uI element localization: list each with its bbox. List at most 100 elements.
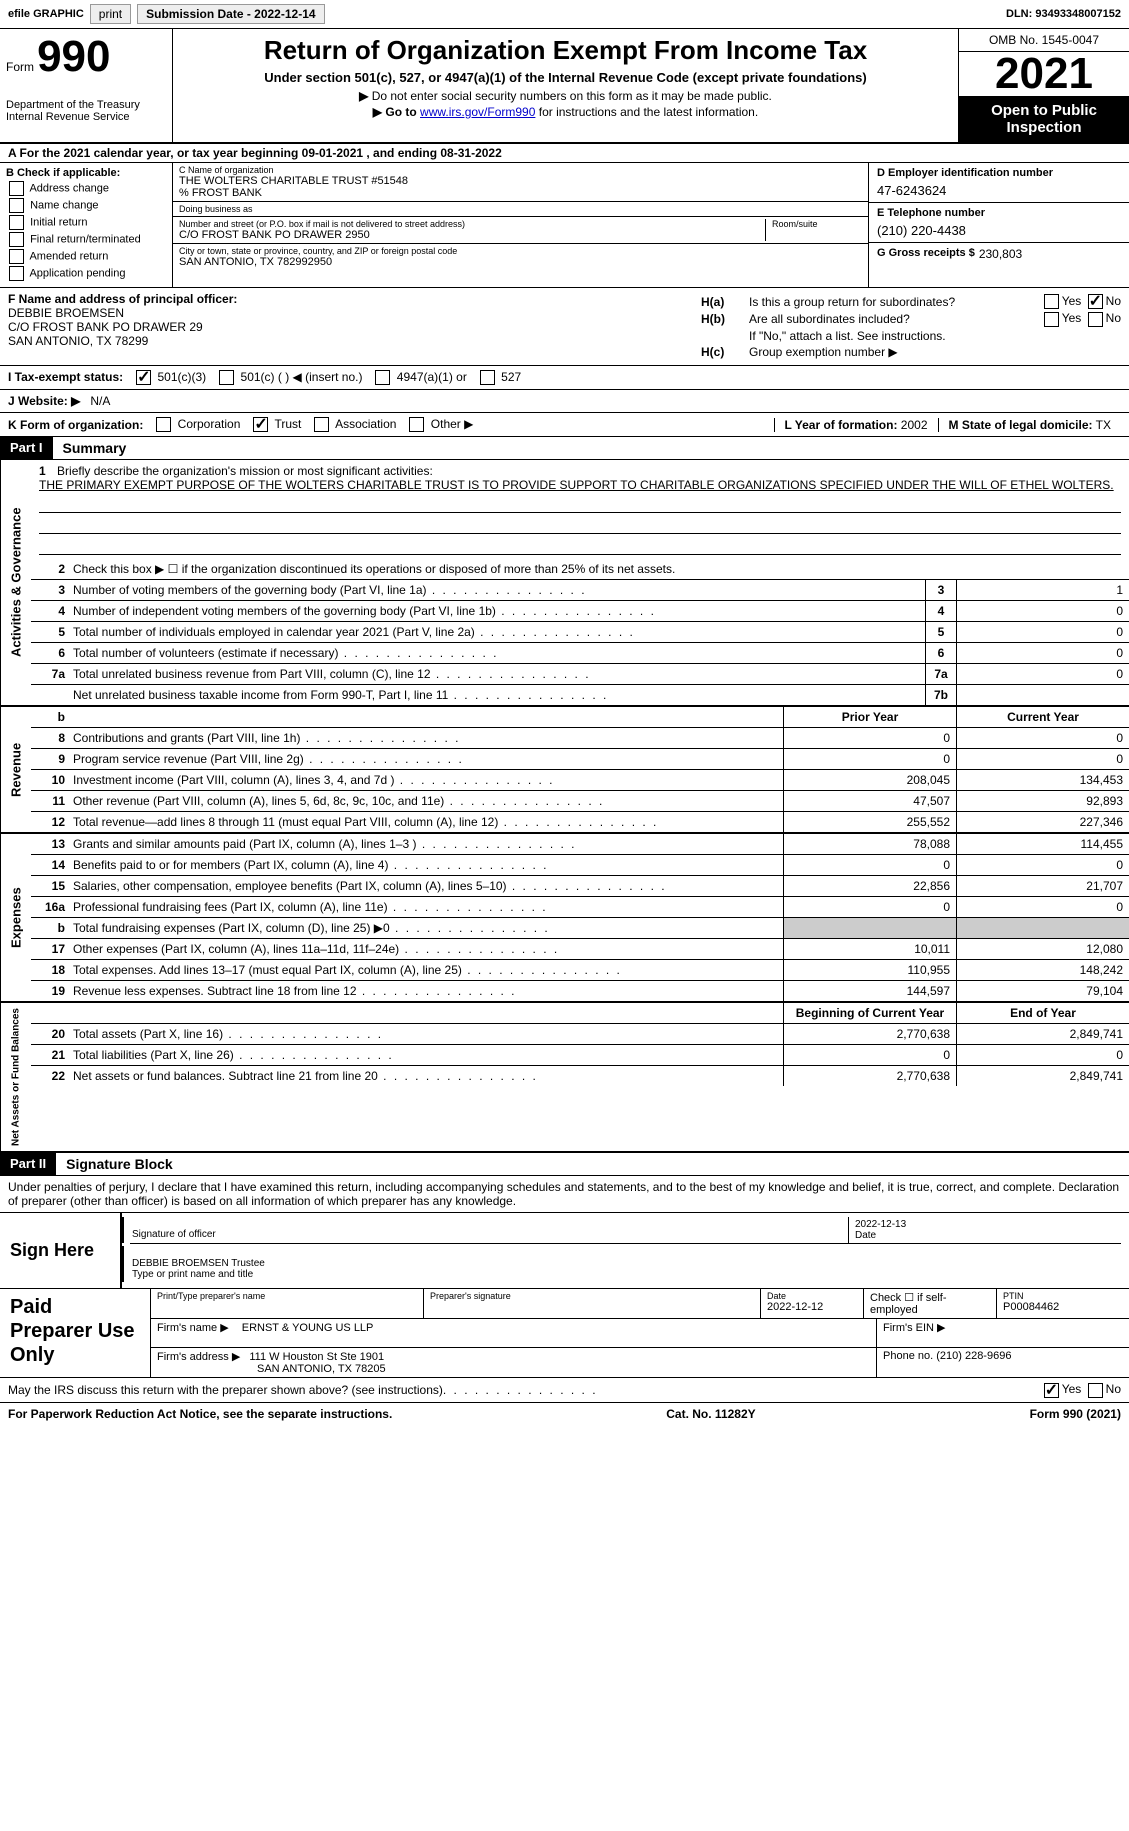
col-b-checkboxes: B Check if applicable: Address change Na… xyxy=(0,163,173,287)
sig-declaration: Under penalties of perjury, I declare th… xyxy=(0,1176,1129,1212)
department-text: Department of the Treasury Internal Reve… xyxy=(6,99,166,123)
irs-link[interactable]: www.irs.gov/Form990 xyxy=(420,105,535,119)
prep-ptin: PTIN P00084462 xyxy=(997,1289,1129,1318)
footer-discuss: May the IRS discuss this return with the… xyxy=(0,1378,1129,1401)
row-a-period: A For the 2021 calendar year, or tax yea… xyxy=(0,144,1129,162)
check-application[interactable]: Application pending xyxy=(6,266,166,281)
part-2-header: Part II Signature Block xyxy=(0,1153,1129,1176)
col-h-group: H(a) Is this a group return for subordin… xyxy=(693,288,1129,365)
check-trust[interactable] xyxy=(253,417,268,432)
row-j-website: J Website: ▶ N/A xyxy=(0,390,1129,413)
table-row: 14 Benefits paid to or for members (Part… xyxy=(31,855,1129,876)
form-title: Return of Organization Exempt From Incom… xyxy=(183,35,948,66)
table-row: 11 Other revenue (Part VIII, column (A),… xyxy=(31,791,1129,812)
tax-year: 2021 xyxy=(959,52,1129,96)
officer-signature[interactable]: Signature of officer xyxy=(122,1217,848,1243)
summary-line: 3 Number of voting members of the govern… xyxy=(31,580,1129,601)
form-note-2: ▶ Go to www.irs.gov/Form990 for instruct… xyxy=(183,105,948,119)
table-row: 18 Total expenses. Add lines 13–17 (must… xyxy=(31,960,1129,981)
form-prefix: Form xyxy=(6,60,34,74)
form-990-container: efile GRAPHIC print Submission Date - 20… xyxy=(0,0,1129,1425)
prep-self-employed[interactable]: Check ☐ if self-employed xyxy=(864,1289,997,1318)
website-value: N/A xyxy=(90,394,110,408)
firm-ein: Firm's EIN ▶ xyxy=(877,1319,1129,1347)
table-row: 8 Contributions and grants (Part VIII, l… xyxy=(31,728,1129,749)
netassets-side-label: Net Assets or Fund Balances xyxy=(0,1003,31,1151)
check-501c[interactable] xyxy=(219,370,234,385)
prep-signature[interactable]: Preparer's signature xyxy=(424,1289,761,1318)
officer-name-title: DEBBIE BROEMSEN Trustee Type or print na… xyxy=(122,1246,1121,1282)
table-row: 12 Total revenue—add lines 8 through 11 … xyxy=(31,812,1129,832)
gross-receipts: 230,803 xyxy=(979,247,1022,261)
prep-print-name: Print/Type preparer's name xyxy=(151,1289,424,1318)
col-f-officer: F Name and address of principal officer:… xyxy=(0,288,693,365)
form-header: Form 990 Department of the Treasury Inte… xyxy=(0,29,1129,144)
table-row: 9 Program service revenue (Part VIII, li… xyxy=(31,749,1129,770)
table-row: 10 Investment income (Part VIII, column … xyxy=(31,770,1129,791)
part-1-header: Part I Summary xyxy=(0,437,1129,460)
summary-line: Net unrelated business taxable income fr… xyxy=(31,685,1129,705)
inspection-box: Open to Public Inspection xyxy=(959,96,1129,142)
city-state-zip: SAN ANTONIO, TX 782992950 xyxy=(179,256,862,268)
dln-label: DLN: 93493348007152 xyxy=(1006,8,1121,20)
ein-value: 47-6243624 xyxy=(877,183,1121,198)
table-row: 19 Revenue less expenses. Subtract line … xyxy=(31,981,1129,1001)
year-formation: L Year of formation: 2002 xyxy=(774,418,938,432)
table-row: b Total fundraising expenses (Part IX, c… xyxy=(31,918,1129,939)
summary-line: 7a Total unrelated business revenue from… xyxy=(31,664,1129,685)
ha-checks: Yes No xyxy=(1041,294,1121,309)
top-bar: efile GRAPHIC print Submission Date - 20… xyxy=(0,0,1129,29)
table-row: 13 Grants and similar amounts paid (Part… xyxy=(31,834,1129,855)
section-bcd: B Check if applicable: Address change Na… xyxy=(0,162,1129,288)
footer-bottom: For Paperwork Reduction Act Notice, see … xyxy=(0,1402,1129,1425)
revenue-section: Revenue b Prior Year Current Year 8 Cont… xyxy=(0,707,1129,834)
summary-line: 5 Total number of individuals employed i… xyxy=(31,622,1129,643)
check-address-change[interactable]: Address change xyxy=(6,181,166,196)
sign-here-label: Sign Here xyxy=(0,1213,120,1288)
efile-label: efile GRAPHIC xyxy=(8,8,84,20)
check-amended[interactable]: Amended return xyxy=(6,249,166,264)
col-c-org-info: C Name of organization THE WOLTERS CHARI… xyxy=(173,163,868,287)
summary-line: 4 Number of independent voting members o… xyxy=(31,601,1129,622)
table-row: 20 Total assets (Part X, line 16) 2,770,… xyxy=(31,1024,1129,1045)
check-527[interactable] xyxy=(480,370,495,385)
expenses-side-label: Expenses xyxy=(0,834,31,1001)
officer-name: DEBBIE BROEMSEN xyxy=(8,306,685,320)
org-name: THE WOLTERS CHARITABLE TRUST #51548 xyxy=(179,175,862,187)
table-row: 22 Net assets or fund balances. Subtract… xyxy=(31,1066,1129,1086)
mission-block: 1 Briefly describe the organization's mi… xyxy=(31,460,1129,559)
check-name-change[interactable]: Name change xyxy=(6,198,166,213)
print-button[interactable]: print xyxy=(90,4,131,24)
table-row: 16a Professional fundraising fees (Part … xyxy=(31,897,1129,918)
netassets-section: Net Assets or Fund Balances Beginning of… xyxy=(0,1003,1129,1153)
street-address: C/O FROST BANK PO DRAWER 2950 xyxy=(179,229,759,241)
signature-section: Under penalties of perjury, I declare th… xyxy=(0,1176,1129,1289)
form-number: 990 xyxy=(37,32,110,81)
check-final-return[interactable]: Final return/terminated xyxy=(6,232,166,247)
form-subtitle: Under section 501(c), 527, or 4947(a)(1)… xyxy=(183,70,948,85)
discuss-yes-check[interactable] xyxy=(1044,1383,1059,1398)
col-d-ein: D Employer identification number 47-6243… xyxy=(868,163,1129,287)
row-i-status: I Tax-exempt status: 501(c)(3) 501(c) ( … xyxy=(0,366,1129,390)
firm-name: Firm's name ▶ ERNST & YOUNG US LLP xyxy=(151,1319,877,1347)
table-row: 21 Total liabilities (Part X, line 26) 0… xyxy=(31,1045,1129,1066)
prep-date: Date 2022-12-12 xyxy=(761,1289,864,1318)
discuss-no-check[interactable] xyxy=(1088,1383,1103,1398)
preparer-section: Paid Preparer Use Only Print/Type prepar… xyxy=(0,1289,1129,1378)
ha-no-check[interactable] xyxy=(1088,294,1103,309)
check-501c3[interactable] xyxy=(136,370,151,385)
sig-date: 2022-12-13 Date xyxy=(848,1217,1121,1243)
firm-phone: Phone no. (210) 228-9696 xyxy=(877,1348,1129,1377)
hb-checks: Yes No xyxy=(1041,311,1121,326)
check-initial-return[interactable]: Initial return xyxy=(6,215,166,230)
table-row: 15 Salaries, other compensation, employe… xyxy=(31,876,1129,897)
ha-yes-check[interactable] xyxy=(1044,294,1059,309)
hb-yes-check[interactable] xyxy=(1044,312,1059,327)
header-left: Form 990 Department of the Treasury Inte… xyxy=(0,29,173,142)
care-of: % FROST BANK xyxy=(179,187,862,199)
submission-date: Submission Date - 2022-12-14 xyxy=(137,4,324,24)
hb-no-check[interactable] xyxy=(1088,312,1103,327)
summary-line: 6 Total number of volunteers (estimate i… xyxy=(31,643,1129,664)
governance-section: Activities & Governance 1 Briefly descri… xyxy=(0,460,1129,707)
check-4947[interactable] xyxy=(375,370,390,385)
